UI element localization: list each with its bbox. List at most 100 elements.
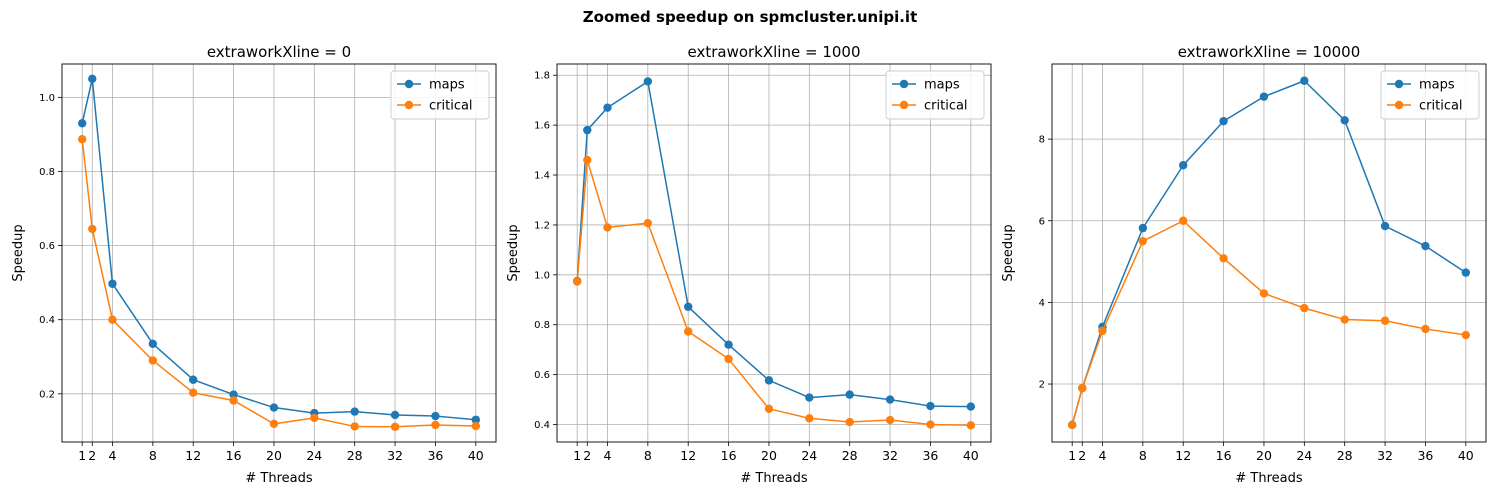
data-point-critical <box>583 155 592 165</box>
data-point-maps <box>1219 116 1228 126</box>
data-point-critical <box>724 354 733 364</box>
data-point-maps <box>1421 241 1430 251</box>
data-point-critical <box>269 419 279 429</box>
data-point-critical <box>350 422 359 431</box>
y-tick-label: 1.0 <box>534 270 550 281</box>
x-tick-label: 16 <box>721 448 737 463</box>
data-point-critical <box>1259 289 1269 298</box>
x-tick-label: 40 <box>963 448 979 463</box>
y-tick-label: 8 <box>1039 135 1045 146</box>
data-point-critical <box>966 421 976 430</box>
x-tick-label: 12 <box>1175 448 1191 463</box>
series-critical <box>572 155 976 430</box>
legend-marker-maps <box>899 79 909 89</box>
legend-marker-critical <box>404 100 414 110</box>
grid <box>62 64 496 442</box>
y-axis-label: Speedup <box>506 224 521 281</box>
data-point-maps <box>350 407 359 416</box>
data-point-critical <box>1219 254 1228 263</box>
data-point-critical <box>1179 216 1188 225</box>
x-tick-label: 32 <box>1377 448 1393 463</box>
legend-label-maps: maps <box>924 78 960 93</box>
data-point-maps <box>583 125 592 135</box>
x-tick-label: 24 <box>801 448 817 463</box>
data-point-critical <box>88 224 97 234</box>
x-tick-label: 4 <box>108 448 116 463</box>
data-point-maps <box>885 395 895 404</box>
data-point-critical <box>845 417 854 427</box>
data-point-maps <box>805 393 814 402</box>
data-point-critical <box>1138 236 1148 246</box>
x-axis-label: # Threads <box>1235 471 1302 486</box>
data-point-critical <box>1078 383 1087 393</box>
y-axis-label: Speedup <box>11 224 26 281</box>
x-tick-label: 24 <box>306 448 322 463</box>
series-line-critical <box>576 159 971 427</box>
data-point-critical <box>108 315 117 324</box>
x-tick-label: 32 <box>387 448 403 463</box>
series-critical <box>77 135 481 432</box>
x-tick-label: 4 <box>603 448 611 463</box>
data-point-maps <box>603 103 612 112</box>
y-tick-label: 0.6 <box>39 241 55 252</box>
legend-marker-critical <box>899 100 909 110</box>
plot-area <box>1052 64 1486 442</box>
data-point-maps <box>1259 92 1269 101</box>
x-tick-label: 40 <box>1458 448 1474 463</box>
y-tick-label: 0.6 <box>534 370 550 381</box>
data-point-maps <box>1300 76 1309 85</box>
x-tick-label: 1 <box>1068 448 1076 463</box>
legend: maps critical <box>390 70 490 120</box>
data-point-critical <box>229 396 238 405</box>
x-tick-label: 8 <box>644 448 652 463</box>
series-line-maps <box>1071 79 1467 426</box>
data-point-maps <box>926 401 935 411</box>
data-point-critical <box>1300 303 1309 313</box>
plot-area <box>557 64 991 442</box>
legend-label-critical: critical <box>429 99 473 114</box>
legend-box <box>1380 70 1480 120</box>
data-point-maps <box>390 410 400 420</box>
data-point-maps <box>431 411 440 421</box>
axes-frame <box>556 63 992 443</box>
x-axis-label: # Threads <box>740 471 807 486</box>
data-point-critical <box>1380 316 1390 325</box>
data-point-critical <box>1421 324 1430 334</box>
data-point-critical <box>572 277 582 286</box>
y-tick-label: 1.8 <box>534 71 550 82</box>
data-point-maps <box>643 77 653 86</box>
y-tick-label: 1.0 <box>39 93 55 104</box>
data-point-critical <box>1067 420 1077 430</box>
x-tick-label: 28 <box>347 448 363 463</box>
x-tick-label: 20 <box>266 448 282 463</box>
series-maps <box>77 74 481 424</box>
legend-box <box>885 70 985 120</box>
data-point-critical <box>431 420 440 430</box>
data-point-critical <box>189 388 198 397</box>
data-point-critical <box>1098 326 1107 336</box>
data-point-critical <box>77 135 87 144</box>
data-point-maps <box>229 390 238 399</box>
data-point-maps <box>1380 221 1390 231</box>
figure-suptitle: Zoomed speedup on spmcluster.unipi.it <box>583 8 917 26</box>
y-tick-label: 0.4 <box>39 315 55 326</box>
y-tick-label: 0.8 <box>534 320 550 331</box>
x-tick-label: 2 <box>1078 448 1086 463</box>
data-point-maps <box>108 279 117 288</box>
x-axis: 1 2 4 8 12 16 20 24 28 32 36 40 <box>1068 442 1474 463</box>
x-tick-label: 24 <box>1296 448 1312 463</box>
x-tick-label: 2 <box>88 448 96 463</box>
subplot-title: extraworkXline = 0 <box>207 43 351 61</box>
data-point-critical <box>1340 315 1349 324</box>
series-line-maps <box>81 78 476 421</box>
series-critical <box>1067 216 1471 430</box>
data-point-critical <box>643 218 653 228</box>
subplot-title: extraworkXline = 1000 <box>687 43 860 61</box>
data-point-critical <box>471 421 481 431</box>
data-point-critical <box>310 413 319 423</box>
data-point-maps <box>77 119 87 128</box>
x-tick-label: 28 <box>1337 448 1353 463</box>
series-line-critical <box>1071 220 1466 426</box>
